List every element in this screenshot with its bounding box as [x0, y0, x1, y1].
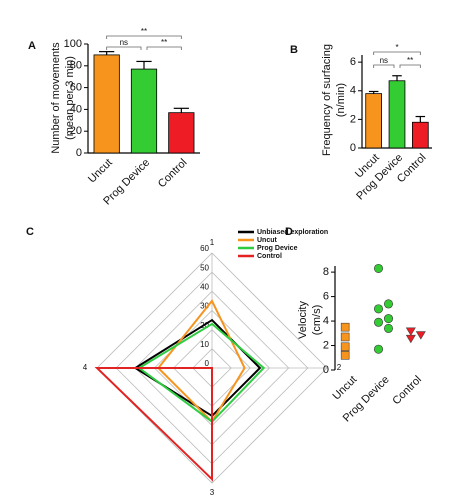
x-tick-label: Control: [390, 374, 424, 408]
significance-label: **: [407, 56, 413, 65]
y-tick-label: 0: [323, 364, 329, 376]
legend-label: Prog Device: [257, 245, 298, 252]
x-tick-label: Uncut: [331, 374, 360, 403]
r-tick-label: 0: [205, 359, 210, 368]
y-tick-label: 20: [70, 125, 82, 137]
y-tick-label: 0: [76, 147, 82, 159]
point: [340, 322, 350, 332]
significance-bracket: [106, 35, 182, 39]
bar: [130, 68, 158, 154]
radar-axis-label: 3: [210, 488, 215, 497]
r-tick-label: 30: [200, 302, 209, 311]
point: [373, 263, 383, 273]
significance-label: *: [395, 43, 398, 52]
y-axis-label: (cm/s): [311, 305, 323, 336]
bar: [388, 80, 406, 149]
panel-label: A: [28, 40, 36, 52]
legend-label: Control: [257, 253, 282, 260]
x-tick-label: Control: [156, 157, 190, 191]
y-tick-label: 40: [70, 103, 82, 115]
r-tick-label: 60: [200, 244, 209, 253]
y-axis-label: (mean per 3 min): [64, 56, 76, 140]
point: [405, 334, 416, 344]
significance-bracket: [106, 46, 142, 50]
point: [383, 314, 393, 324]
legend-label: Unbiased exploration: [257, 229, 328, 236]
bar: [411, 121, 429, 149]
bar: [365, 93, 383, 149]
y-tick-label: 100: [64, 38, 82, 50]
point: [373, 344, 383, 354]
significance-bracket: [373, 51, 421, 55]
radar-axis-label: 4: [83, 363, 88, 372]
y-axis-label: Frequency of surfacing: [321, 44, 333, 156]
y-tick-label: 2: [350, 113, 356, 125]
significance-bracket: [146, 46, 182, 50]
y-tick-label: 0: [350, 142, 356, 154]
legend-label: Uncut: [257, 237, 278, 244]
point: [340, 351, 350, 360]
y-tick-label: 2: [323, 339, 329, 351]
y-tick-label: 6: [350, 56, 356, 68]
y-tick-label: 6: [323, 290, 329, 302]
r-tick-label: 50: [200, 263, 209, 272]
y-tick-label: 80: [70, 60, 82, 72]
y-tick-label: 4: [350, 85, 356, 97]
y-axis-label: Velocity: [297, 301, 309, 339]
panel-label: D: [285, 226, 293, 238]
radar-axis-label: 2: [337, 363, 342, 372]
y-tick-label: 60: [70, 82, 82, 94]
point: [405, 327, 416, 336]
radar-line: [94, 367, 213, 482]
x-tick-label: Uncut: [86, 157, 115, 186]
significance-label: ns: [380, 56, 388, 65]
y-axis-label: Number of movements: [50, 42, 62, 154]
point: [415, 331, 426, 340]
panel-label: C: [26, 226, 34, 238]
panel-label: B: [290, 44, 298, 56]
point: [373, 317, 383, 327]
significance-label: **: [161, 38, 167, 47]
y-tick-label: 8: [323, 266, 329, 278]
point: [373, 304, 383, 314]
significance-bracket: [373, 64, 395, 68]
r-tick-label: 10: [200, 340, 209, 349]
y-tick-label: 4: [323, 315, 329, 327]
significance-bracket: [399, 64, 421, 68]
point: [340, 342, 350, 352]
bar: [93, 54, 120, 154]
point: [340, 332, 350, 342]
bar: [168, 112, 195, 154]
y-axis-label: (n/min): [335, 83, 347, 117]
r-tick-label: 40: [200, 282, 209, 291]
significance-label: **: [141, 27, 147, 36]
significance-label: ns: [120, 38, 128, 47]
point: [383, 323, 393, 333]
point: [383, 299, 393, 309]
radar-axis-label: 1: [210, 238, 215, 247]
